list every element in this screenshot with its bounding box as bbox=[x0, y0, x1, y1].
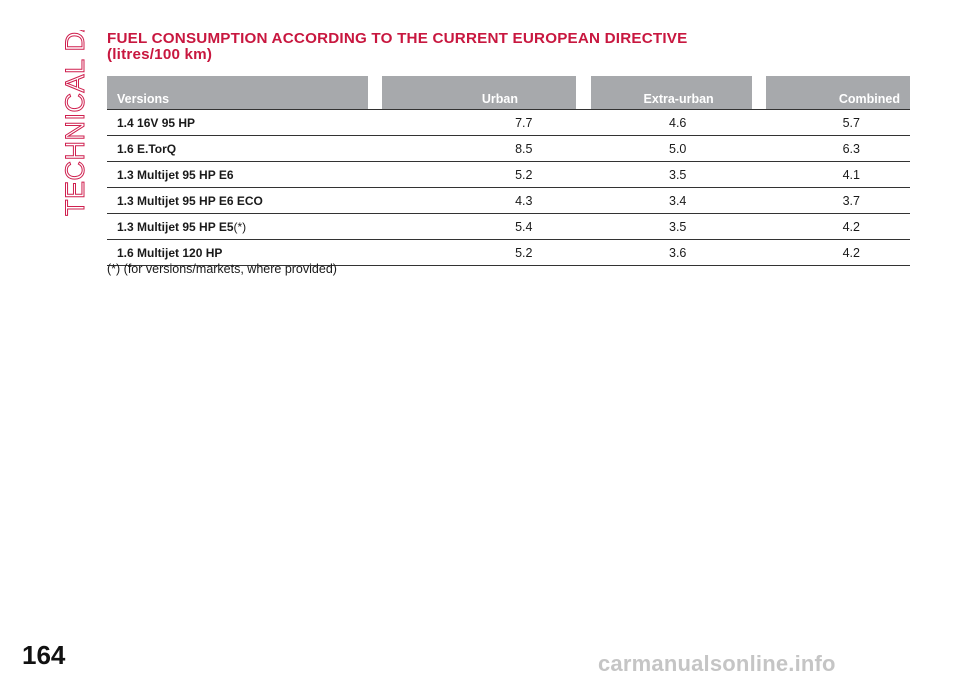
cell-extra-urban: 3.4 bbox=[590, 188, 767, 214]
cell-combined: 4.2 bbox=[766, 240, 910, 266]
table-row: 1.3 Multijet 95 HP E6 ECO 4.3 3.4 3.7 bbox=[107, 188, 910, 214]
cell-urban: 4.3 bbox=[382, 188, 591, 214]
version-note: (*) bbox=[233, 219, 247, 234]
cell-extra-urban: 3.6 bbox=[590, 240, 767, 266]
header-extra-urban: Extra-urban bbox=[590, 76, 752, 109]
table-body: 1.4 16V 95 HP 7.7 4.6 5.7 1.6 E.TorQ 8.5 5.0 6.… bbox=[107, 109, 910, 266]
watermark: carmanualsonline.info bbox=[598, 651, 836, 676]
cell-version: 1.3 Multijet 95 HP E6 bbox=[107, 162, 383, 188]
section-side-label-text: TECHNICAL DATA bbox=[60, 30, 90, 216]
cell-combined: 3.7 bbox=[766, 188, 910, 214]
page-number: 164 bbox=[22, 640, 66, 670]
table-row: 1.3 Multijet 95 HP E6 5.2 3.5 4.1 bbox=[107, 162, 910, 188]
cell-combined: 4.2 bbox=[766, 214, 910, 240]
cell-urban: 7.7 bbox=[382, 109, 591, 136]
version-name: 1.3 Multijet 95 HP E6 ECO bbox=[117, 193, 263, 208]
page-title-line2: (litres/100 km) bbox=[107, 46, 213, 63]
table-row: 1.4 16V 95 HP 7.7 4.6 5.7 bbox=[107, 109, 910, 136]
version-name: 1.3 Multijet 95 HP E5 bbox=[117, 219, 234, 234]
page-title-line1: FUEL CONSUMPTION ACCORDING TO THE CURREN… bbox=[107, 30, 688, 47]
cell-version: 1.4 16V 95 HP bbox=[107, 109, 383, 136]
cell-extra-urban: 3.5 bbox=[590, 162, 767, 188]
header-gap bbox=[576, 76, 591, 109]
cell-extra-urban: 4.6 bbox=[590, 109, 767, 136]
version-name: 1.6 Multijet 120 HP bbox=[117, 245, 223, 260]
version-name: 1.4 16V 95 HP bbox=[117, 115, 196, 130]
footnote: (*) (for versions/markets, where provide… bbox=[107, 262, 337, 276]
cell-urban: 5.2 bbox=[382, 162, 591, 188]
cell-extra-urban: 3.5 bbox=[590, 214, 767, 240]
table-row: 1.6 Multijet 120 HP 5.2 3.6 4.2 bbox=[107, 240, 910, 266]
cell-version: 1.6 E.TorQ bbox=[107, 136, 383, 162]
cell-version: 1.3 Multijet 95 HP E6 ECO bbox=[107, 188, 383, 214]
header-gap bbox=[367, 76, 383, 109]
header-gap bbox=[751, 76, 767, 109]
cell-combined: 6.3 bbox=[766, 136, 910, 162]
section-side-label: TECHNICAL DATA bbox=[50, 30, 98, 220]
header-versions: Versions bbox=[107, 76, 368, 109]
table-row: 1.3 Multijet 95 HP E5(*) 5.4 3.5 4.2 bbox=[107, 214, 910, 240]
cell-version: 1.3 Multijet 95 HP E5(*) bbox=[107, 214, 383, 240]
header-urban: Urban bbox=[382, 76, 576, 109]
table-row: 1.6 E.TorQ 8.5 5.0 6.3 bbox=[107, 136, 910, 162]
cell-urban: 5.2 bbox=[382, 240, 591, 266]
header-combined: Combined bbox=[766, 76, 910, 109]
page-title: FUEL CONSUMPTION ACCORDING TO THE CURREN… bbox=[107, 31, 907, 63]
cell-urban: 8.5 bbox=[382, 136, 591, 162]
cell-combined: 5.7 bbox=[766, 109, 910, 136]
version-name: 1.6 E.TorQ bbox=[117, 141, 177, 156]
cell-combined: 4.1 bbox=[766, 162, 910, 188]
cell-urban: 5.4 bbox=[382, 214, 591, 240]
cell-extra-urban: 5.0 bbox=[590, 136, 767, 162]
fuel-consumption-table: Versions Urban Extra-urban Combined 1.4 … bbox=[107, 76, 910, 266]
version-name: 1.3 Multijet 95 HP E6 bbox=[117, 167, 234, 182]
table-header-row: Versions Urban Extra-urban Combined bbox=[107, 76, 910, 109]
cell-version: 1.6 Multijet 120 HP bbox=[107, 240, 383, 266]
